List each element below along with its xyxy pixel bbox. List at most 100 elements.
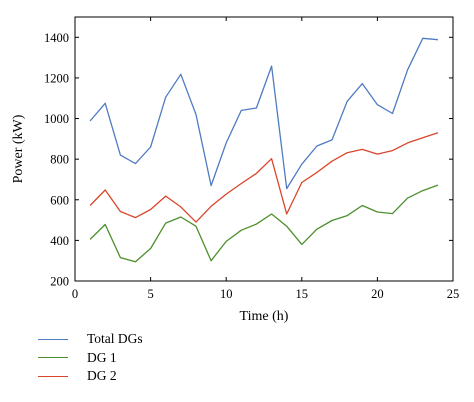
y-tick-label: 1200 (44, 71, 69, 85)
data-point-total-dgs (241, 110, 242, 111)
legend-swatch-dg1 (38, 357, 68, 359)
data-point-dg-1 (226, 241, 227, 242)
data-point-dg-2 (301, 182, 302, 183)
data-point-dg-2 (226, 193, 227, 194)
legend-label-dg1: DG 1 (87, 349, 117, 365)
legend: Total DGs DG 1 DG 2 (38, 330, 298, 386)
data-point-total-dgs (180, 74, 181, 75)
y-tick-label: 200 (50, 275, 69, 289)
data-point-dg-1 (286, 226, 287, 227)
y-tick-label: 1400 (44, 31, 69, 45)
data-point-dg-2 (407, 142, 408, 143)
data-point-total-dgs (392, 113, 393, 114)
data-point-dg-1 (331, 220, 332, 221)
data-point-dg-2 (241, 183, 242, 184)
data-point-dg-2 (135, 217, 136, 218)
data-point-dg-1 (377, 211, 378, 212)
data-point-total-dgs (195, 114, 196, 115)
data-point-total-dgs (90, 120, 91, 121)
data-point-total-dgs (165, 97, 166, 98)
x-tick-label: 10 (220, 287, 233, 301)
data-point-total-dgs (347, 101, 348, 102)
data-point-dg-1 (437, 185, 438, 186)
data-point-total-dgs (150, 146, 151, 147)
legend-swatch-total-dgs (38, 338, 68, 340)
series-line-dg-1 (89, 184, 439, 263)
y-tick-label: 800 (50, 153, 69, 167)
data-point-dg-1 (347, 215, 348, 216)
data-point-dg-2 (180, 206, 181, 207)
data-point-dg-1 (120, 257, 121, 258)
data-point-dg-2 (286, 213, 287, 214)
data-point-dg-1 (407, 198, 408, 199)
data-point-total-dgs (226, 142, 227, 143)
legend-label-total-dgs: Total DGs (87, 331, 143, 347)
data-point-dg-2 (210, 206, 211, 207)
data-point-dg-1 (150, 248, 151, 249)
plot-border (74, 16, 454, 282)
data-point-dg-1 (195, 226, 196, 227)
y-tick-label: 1000 (44, 112, 69, 126)
data-point-total-dgs (256, 107, 257, 108)
data-point-dg-2 (392, 150, 393, 151)
data-point-dg-1 (180, 216, 181, 217)
data-point-dg-2 (377, 153, 378, 154)
data-point-dg-1 (362, 205, 363, 206)
y-axis-title: Power (kW) (11, 114, 26, 183)
x-tick-label: 0 (72, 287, 78, 301)
data-point-total-dgs (286, 188, 287, 189)
data-point-total-dgs (362, 83, 363, 84)
data-point-dg-2 (316, 172, 317, 173)
data-point-dg-1 (105, 224, 106, 225)
legend-swatch-dg2 (38, 375, 68, 377)
legend-item-dg2: DG 2 (38, 367, 298, 386)
data-point-dg-2 (150, 209, 151, 210)
data-point-total-dgs (105, 103, 106, 104)
series-line-dg-2 (89, 132, 439, 223)
line-chart: 0 5 10 15 20 25 200 400 600 800 1000 1200 1400 Time … (11, 16, 459, 324)
x-tick-label: 15 (296, 287, 309, 301)
data-point-dg-2 (422, 137, 423, 138)
data-point-dg-2 (331, 161, 332, 162)
axis-ticks: 0 5 10 15 20 25 200 400 600 800 1000 1200 1400 (44, 17, 459, 301)
data-point-total-dgs (407, 69, 408, 70)
legend-item-dg1: DG 1 (38, 349, 298, 368)
data-point-dg-2 (105, 189, 106, 190)
data-point-dg-2 (90, 205, 91, 206)
data-point-total-dgs (301, 164, 302, 165)
x-tick-label: 25 (447, 287, 460, 301)
data-point-total-dgs (377, 104, 378, 105)
data-point-dg-1 (90, 239, 91, 240)
data-point-dg-2 (271, 158, 272, 159)
data-point-total-dgs (120, 154, 121, 155)
data-point-dg-2 (195, 222, 196, 223)
data-point-dg-1 (271, 213, 272, 214)
data-point-dg-1 (210, 260, 211, 261)
series-line-total-dgs (89, 37, 438, 190)
data-point-dg-1 (165, 223, 166, 224)
data-point-dg-2 (362, 149, 363, 150)
data-point-dg-1 (135, 261, 136, 262)
data-point-dg-1 (422, 190, 423, 191)
data-point-dg-1 (392, 213, 393, 214)
data-point-dg-2 (347, 152, 348, 153)
series-lines (89, 37, 439, 263)
data-point-dg-2 (165, 196, 166, 197)
data-point-total-dgs (422, 38, 423, 39)
data-point-total-dgs (135, 163, 136, 164)
data-point-dg-1 (301, 244, 302, 245)
data-point-total-dgs (437, 39, 438, 40)
plot-frame (74, 16, 454, 282)
x-tick-label: 5 (147, 287, 153, 301)
data-point-total-dgs (331, 139, 332, 140)
data-point-dg-2 (256, 173, 257, 174)
data-point-dg-1 (241, 230, 242, 231)
y-tick-label: 400 (50, 234, 69, 248)
data-point-total-dgs (271, 66, 272, 67)
legend-label-dg2: DG 2 (87, 368, 117, 384)
data-point-dg-2 (120, 211, 121, 212)
x-axis-title: Time (h) (240, 309, 289, 324)
data-point-total-dgs (316, 145, 317, 146)
data-point-dg-1 (256, 224, 257, 225)
y-tick-label: 600 (50, 193, 69, 207)
